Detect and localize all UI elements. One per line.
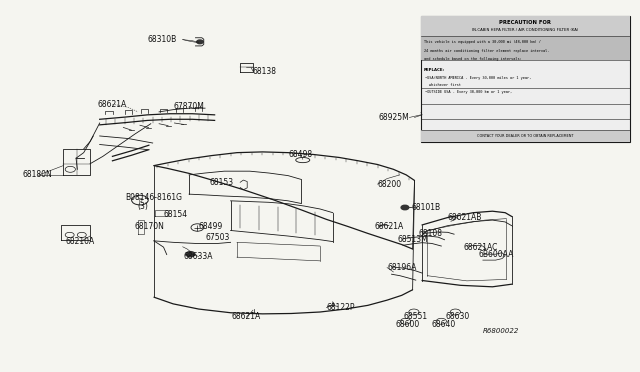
Text: 68621AC: 68621AC bbox=[464, 243, 498, 251]
Text: 68153: 68153 bbox=[210, 178, 234, 187]
Text: 68630: 68630 bbox=[445, 312, 469, 321]
Text: •USA/NORTH AMERICA - Every 30,000 miles or 1 year,: •USA/NORTH AMERICA - Every 30,000 miles … bbox=[426, 76, 532, 80]
Text: 68621A: 68621A bbox=[98, 100, 127, 109]
Text: 68154: 68154 bbox=[164, 211, 188, 219]
Text: 68499: 68499 bbox=[198, 222, 223, 231]
Text: 67503: 67503 bbox=[205, 233, 229, 243]
Text: 68170N: 68170N bbox=[135, 222, 164, 231]
Text: 68498: 68498 bbox=[289, 150, 313, 159]
Text: 68621A: 68621A bbox=[374, 222, 404, 231]
Text: 68180N: 68180N bbox=[23, 170, 52, 179]
Bar bbox=[421, 130, 630, 141]
Text: whichever first: whichever first bbox=[429, 83, 460, 87]
Text: 68640: 68640 bbox=[431, 321, 456, 330]
Text: REPLACE:: REPLACE: bbox=[424, 68, 445, 72]
Text: 68621AB: 68621AB bbox=[448, 213, 482, 222]
Text: 68621A: 68621A bbox=[232, 312, 261, 321]
Text: 68210A: 68210A bbox=[66, 237, 95, 246]
Bar bbox=[421, 16, 630, 36]
Text: 68513M: 68513M bbox=[398, 235, 429, 244]
Circle shape bbox=[401, 205, 409, 210]
Text: 68101B: 68101B bbox=[412, 203, 440, 212]
Circle shape bbox=[186, 251, 195, 257]
Text: and schedule based on the following intervals:: and schedule based on the following inte… bbox=[424, 57, 522, 61]
Bar bbox=[421, 16, 630, 141]
Text: 68200: 68200 bbox=[378, 180, 402, 189]
Text: 68196A: 68196A bbox=[387, 263, 417, 272]
Text: •OUTSIDE USA - Every 30,000 km or 1 year,: •OUTSIDE USA - Every 30,000 km or 1 year… bbox=[426, 90, 513, 94]
Text: IN-CABIN HEPA FILTER / AIR CONDITIONING FILTER (KA): IN-CABIN HEPA FILTER / AIR CONDITIONING … bbox=[472, 28, 579, 32]
Text: CONTACT YOUR DEALER OR TO OBTAIN REPLACEMENT: CONTACT YOUR DEALER OR TO OBTAIN REPLACE… bbox=[477, 134, 573, 138]
Text: 68600: 68600 bbox=[396, 321, 420, 330]
Text: B: B bbox=[138, 198, 141, 203]
Text: B08146-8161G: B08146-8161G bbox=[125, 193, 182, 202]
Text: 68138: 68138 bbox=[253, 67, 277, 76]
Text: 68925M: 68925M bbox=[379, 113, 410, 122]
Text: 68633A: 68633A bbox=[184, 252, 213, 261]
Text: 6B600AA: 6B600AA bbox=[478, 250, 514, 259]
Text: 67870M: 67870M bbox=[173, 102, 205, 111]
Text: R6800022: R6800022 bbox=[483, 328, 519, 334]
Circle shape bbox=[196, 40, 203, 44]
Text: PRECAUTION FOR: PRECAUTION FOR bbox=[499, 20, 551, 25]
Text: 68108: 68108 bbox=[419, 229, 442, 238]
Bar bbox=[421, 36, 630, 60]
Text: 24 months air conditioning filter element replace interval.: 24 months air conditioning filter elemen… bbox=[424, 48, 550, 52]
Text: 68122P: 68122P bbox=[326, 303, 355, 312]
Text: 68551: 68551 bbox=[404, 312, 428, 321]
Text: This vehicle is equipped with a 30,000 mi (48,000 km) /: This vehicle is equipped with a 30,000 m… bbox=[424, 40, 541, 44]
Text: (3): (3) bbox=[138, 202, 148, 211]
Text: 68310B: 68310B bbox=[147, 35, 176, 44]
